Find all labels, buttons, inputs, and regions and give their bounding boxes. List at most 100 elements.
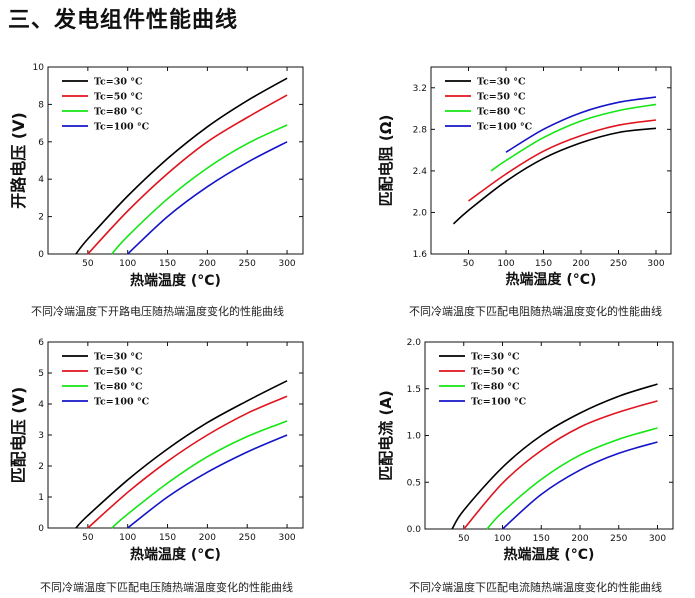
y-axis-label: 匹配电阻 (Ω)	[377, 115, 395, 207]
y-tick-label: 2.8	[413, 125, 428, 135]
x-tick-label: 50	[458, 534, 470, 544]
legend-label: Tc=100 °C	[94, 122, 150, 133]
match-resistance-chart: 50 100 150 200 250 300 1.6 2.0 2.4 2.8 3.2 热端温度 (°C…	[377, 66, 672, 288]
match-voltage-chart: 50 100 150 200 250 300 0 1 2 3 4 5 6 热端温度 (°C) 匹配电压 (V…	[9, 338, 304, 563]
plot-frame	[430, 66, 672, 255]
series-line	[127, 434, 288, 529]
x-tick-label: 200	[572, 259, 589, 269]
series-line	[111, 420, 288, 529]
chart-caption: 不同冷端温度下匹配电阻随热端温度变化的性能曲线	[409, 305, 662, 318]
legend-label: Tc=80 °C	[94, 382, 143, 393]
series-line	[486, 427, 658, 530]
series-line	[501, 441, 658, 530]
x-axis-label: 热端温度 (°C)	[506, 271, 597, 288]
x-tick-label: 200	[571, 534, 588, 544]
y-tick-label: 1.0	[407, 432, 422, 442]
x-tick-label: 150	[159, 259, 176, 269]
y-tick-label: 0	[38, 524, 44, 534]
x-tick-label: 50	[82, 533, 94, 543]
x-tick-label: 200	[199, 259, 216, 269]
x-tick-label: 300	[649, 534, 666, 544]
x-tick-label: 250	[610, 259, 627, 269]
legend-label: Tc=50 °C	[471, 367, 520, 378]
y-tick-label: 1.6	[413, 250, 428, 260]
x-tick-label: 300	[278, 259, 295, 269]
y-tick-label: 2.4	[413, 167, 428, 177]
plot-frame	[424, 341, 674, 530]
legend-label: Tc=100 °C	[477, 122, 533, 133]
chart-caption: 不同冷端温度下匹配电流随热端温度变化的性能曲线	[409, 581, 662, 594]
y-tick-label: 6	[38, 338, 44, 348]
series-line	[87, 395, 288, 529]
series-line	[505, 96, 657, 153]
x-tick-label: 150	[159, 533, 176, 543]
y-tick-label: 1.5	[407, 385, 421, 395]
x-tick-label: 300	[278, 533, 295, 543]
legend-label: Tc=30 °C	[94, 77, 143, 88]
y-tick-label: 6	[38, 138, 44, 148]
page-title: 三、发电组件性能曲线	[8, 8, 239, 33]
x-tick-label: 100	[119, 259, 136, 269]
legend-label: Tc=100 °C	[94, 397, 150, 408]
y-tick-label: 4	[38, 400, 44, 410]
legend-label: Tc=30 °C	[477, 77, 526, 88]
x-tick-label: 250	[610, 534, 627, 544]
chart-caption: 不同冷端温度下开路电压随热端温度变化的性能曲线	[31, 305, 284, 318]
chart-caption: 不同冷端温度下匹配电压随热端温度变化的性能曲线	[40, 581, 293, 594]
series-line	[452, 127, 657, 225]
legend-label: Tc=80 °C	[477, 107, 526, 118]
series-line	[451, 383, 658, 530]
x-tick-label: 200	[199, 533, 216, 543]
series-line	[463, 400, 658, 530]
legend-label: Tc=100 °C	[471, 397, 527, 408]
x-tick-label: 150	[533, 534, 550, 544]
y-tick-label: 2.0	[407, 338, 422, 348]
legend-label: Tc=50 °C	[94, 92, 143, 103]
x-tick-label: 50	[82, 259, 94, 269]
legend-label: Tc=50 °C	[477, 92, 526, 103]
x-tick-label: 50	[463, 259, 475, 269]
legend-label: Tc=50 °C	[94, 367, 143, 378]
y-tick-label: 4	[38, 175, 44, 185]
legend-label: Tc=30 °C	[471, 352, 520, 363]
x-tick-label: 100	[119, 533, 136, 543]
x-tick-label: 300	[647, 259, 664, 269]
y-tick-label: 8	[38, 100, 44, 110]
x-axis-label: 热端温度 (°C)	[130, 272, 221, 289]
y-tick-label: 5	[38, 369, 44, 379]
y-axis-label: 匹配电压 (V)	[9, 387, 28, 484]
x-axis-label: 热端温度 (°C)	[504, 546, 595, 563]
y-tick-label: 3.2	[413, 84, 427, 94]
y-tick-label: 1	[38, 493, 44, 503]
y-axis-label: 匹配电流 (A)	[377, 390, 395, 481]
legend-label: Tc=30 °C	[94, 352, 143, 363]
open-circuit-voltage-chart: 50 100 150 200 250 300 0 2 4 6 8 10 热端温度 (°C) 开路电压 (V…	[9, 63, 304, 289]
series-line	[111, 124, 288, 255]
y-tick-label: 2	[38, 462, 44, 472]
y-tick-label: 0	[38, 250, 44, 260]
legend-label: Tc=80 °C	[94, 107, 143, 118]
x-axis-label: 热端温度 (°C)	[130, 546, 221, 563]
series-line	[75, 380, 288, 529]
y-tick-label: 10	[33, 63, 45, 73]
match-current-chart: 50 100 150 200 250 300 0.0 0.5 1.0 1.5 2.0 热端温度 (°C…	[377, 338, 674, 563]
series-line	[75, 77, 288, 255]
x-tick-label: 100	[494, 534, 511, 544]
series-line	[87, 94, 288, 255]
y-tick-label: 2	[38, 213, 44, 223]
y-tick-label: 2.0	[413, 208, 428, 218]
y-tick-label: 0.0	[407, 525, 422, 535]
x-tick-label: 150	[535, 259, 552, 269]
series-line	[127, 141, 288, 255]
plot-frame	[47, 66, 304, 255]
plot-frame	[47, 341, 304, 529]
y-tick-label: 3	[38, 431, 44, 441]
x-tick-label: 250	[239, 259, 256, 269]
x-tick-label: 250	[239, 533, 256, 543]
y-axis-label: 开路电压 (V)	[9, 112, 28, 209]
y-tick-label: 0.5	[407, 478, 421, 488]
series-line	[468, 119, 657, 202]
x-tick-label: 100	[497, 259, 514, 269]
legend-label: Tc=80 °C	[471, 382, 520, 393]
series-line	[490, 103, 657, 172]
